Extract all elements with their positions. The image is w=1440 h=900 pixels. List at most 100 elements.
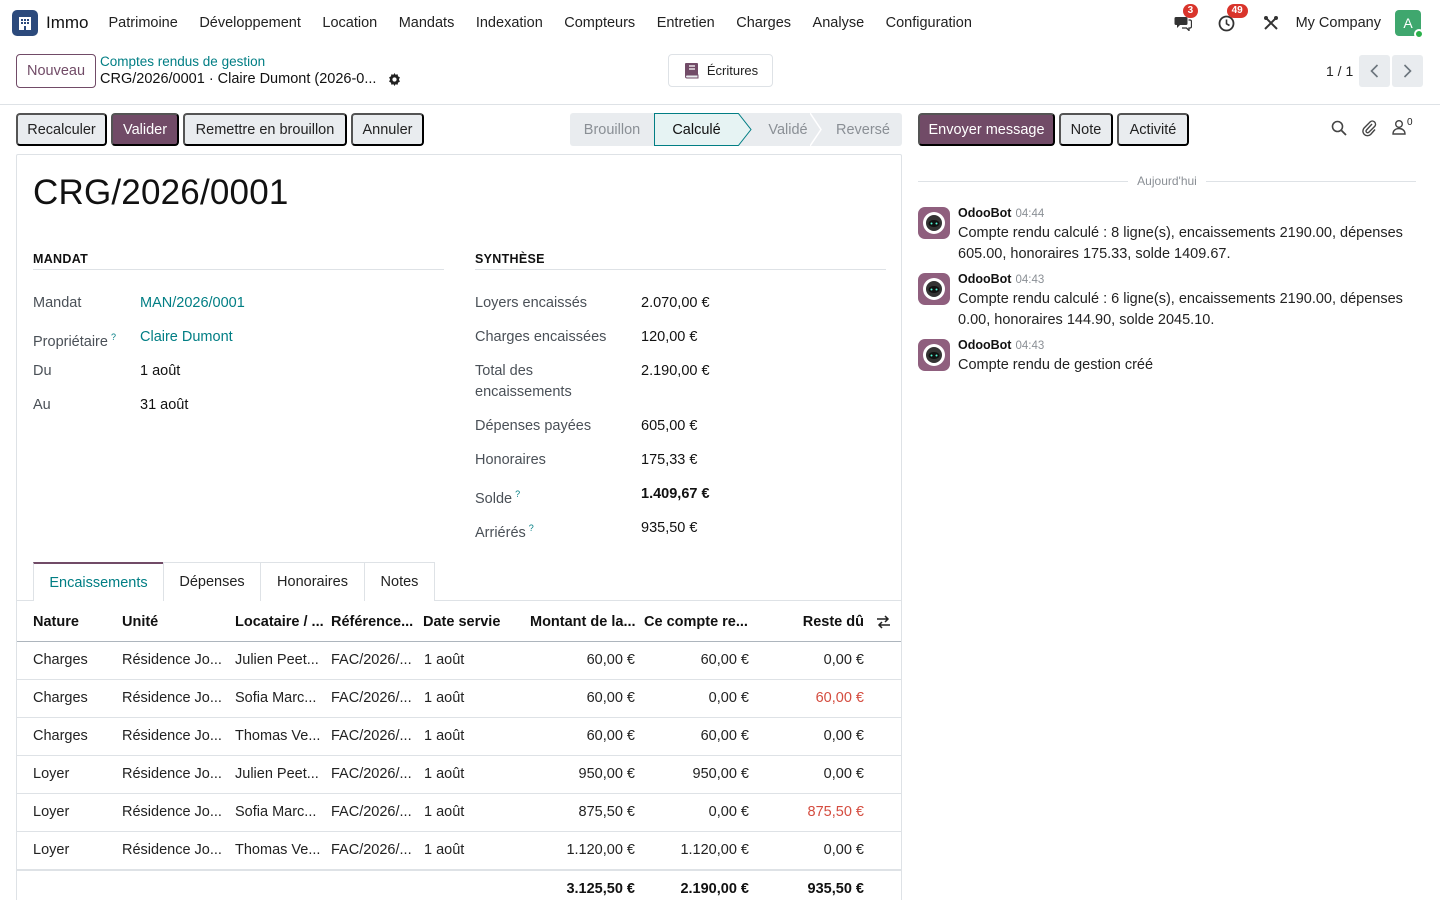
mandat-value[interactable]: MAN/2026/0001 bbox=[140, 295, 245, 311]
odoobot-avatar[interactable] bbox=[918, 207, 950, 239]
cell-locataire: Sofia Marc... bbox=[235, 804, 317, 820]
help-tooltip-icon[interactable]: ? bbox=[110, 332, 116, 342]
company-switcher[interactable]: My Company bbox=[1295, 15, 1381, 31]
menu-charges[interactable]: Charges bbox=[736, 15, 792, 31]
charges-encaissees-value: 120,00 € bbox=[641, 329, 698, 345]
menu-location[interactable]: Location bbox=[322, 15, 378, 31]
chevron-right-icon bbox=[1403, 64, 1412, 78]
user-avatar[interactable]: A bbox=[1395, 10, 1424, 39]
remettre-brouillon-button[interactable]: Remettre en brouillon bbox=[183, 113, 347, 146]
proprietaire-label-text: Propriétaire bbox=[33, 333, 108, 350]
message-author-name[interactable]: OdooBot bbox=[958, 272, 1012, 286]
column-header-date-servie[interactable]: Date servie bbox=[423, 614, 501, 630]
loyers-encaisses-label: Loyers encaissés bbox=[475, 295, 588, 311]
arrieres-label-text: Arriérés bbox=[475, 524, 526, 541]
cell-nature: Loyer bbox=[33, 804, 70, 820]
proprietaire-value[interactable]: Claire Dumont bbox=[140, 329, 233, 345]
au-value[interactable]: 31 août bbox=[140, 397, 189, 413]
annuler-button[interactable]: Annuler bbox=[351, 113, 424, 146]
menu-developpement[interactable]: Développement bbox=[199, 15, 301, 31]
column-header-reference[interactable]: Référence... bbox=[331, 614, 414, 630]
cell-montant: 1.120,00 € bbox=[566, 842, 635, 858]
cell-ce-compte: 60,00 € bbox=[700, 652, 749, 668]
message-time: 04:44 bbox=[1015, 208, 1045, 220]
chevron-left-icon bbox=[1370, 64, 1379, 78]
cell-ce-compte: 60,00 € bbox=[700, 728, 749, 744]
column-settings-icon[interactable] bbox=[876, 615, 891, 632]
tab-honoraires[interactable]: Honoraires bbox=[260, 562, 365, 601]
message-time: 04:43 bbox=[1015, 274, 1045, 286]
table-footer-divider bbox=[17, 869, 901, 871]
cell-nature: Charges bbox=[33, 728, 88, 744]
search-icon[interactable] bbox=[1331, 120, 1347, 139]
app-name[interactable]: Immo bbox=[46, 13, 89, 32]
odoobot-avatar[interactable] bbox=[918, 339, 950, 371]
status-bar: Brouillon Calculé Validé Reversé bbox=[570, 113, 902, 146]
column-header-montant[interactable]: Montant de la... bbox=[530, 614, 635, 630]
cell-date-servie: 1 août bbox=[424, 766, 465, 782]
pager-previous-button[interactable] bbox=[1359, 55, 1390, 87]
column-header-nature[interactable]: Nature bbox=[33, 614, 79, 630]
messages-icon[interactable]: 3 bbox=[1172, 4, 1199, 34]
pager-next-button[interactable] bbox=[1392, 55, 1423, 87]
column-header-unite[interactable]: Unité bbox=[122, 614, 159, 630]
cell-date-servie: 1 août bbox=[424, 842, 465, 858]
stage-brouillon[interactable]: Brouillon bbox=[583, 121, 641, 138]
column-header-ce-compte[interactable]: Ce compte re... bbox=[644, 614, 748, 630]
log-note-button[interactable]: Note bbox=[1059, 113, 1113, 146]
cell-date-servie: 1 août bbox=[424, 804, 465, 820]
menu-patrimoine[interactable]: Patrimoine bbox=[108, 15, 178, 31]
row-divider bbox=[17, 679, 901, 680]
message-author: OdooBot 04:43 bbox=[958, 272, 1044, 286]
date-separator-label: Aujourd'hui bbox=[1137, 174, 1197, 188]
tab-depenses[interactable]: Dépenses bbox=[163, 562, 261, 601]
du-value[interactable]: 1 août bbox=[140, 363, 181, 379]
stage-calcule[interactable]: Calculé bbox=[654, 113, 738, 146]
help-tooltip-icon[interactable]: ? bbox=[528, 523, 534, 533]
pager-value[interactable]: 1 / 1 bbox=[1326, 63, 1354, 79]
menu-indexation[interactable]: Indexation bbox=[475, 15, 543, 31]
debug-tools-icon[interactable] bbox=[1260, 12, 1282, 34]
column-header-reste-du[interactable]: Reste dû bbox=[802, 614, 864, 630]
stage-valide[interactable]: Validé bbox=[768, 121, 808, 138]
message-body: Compte rendu de gestion créé bbox=[958, 357, 1154, 373]
menu-configuration[interactable]: Configuration bbox=[885, 15, 972, 31]
total-ce-compte: 2.190,00 € bbox=[680, 881, 749, 897]
message-author-name[interactable]: OdooBot bbox=[958, 206, 1012, 220]
breadcrumb-parent[interactable]: Comptes rendus de gestion bbox=[100, 54, 266, 69]
menu-mandats[interactable]: Mandats bbox=[398, 15, 455, 31]
activity-button[interactable]: Activité bbox=[1117, 113, 1189, 146]
help-tooltip-icon[interactable]: ? bbox=[515, 489, 521, 499]
ecritures-smart-button[interactable]: Écritures bbox=[668, 54, 773, 87]
proprietaire-label: Propriétaire? bbox=[33, 327, 116, 353]
paperclip-icon[interactable] bbox=[1361, 119, 1377, 140]
stage-reverse[interactable]: Reversé bbox=[836, 121, 890, 138]
new-record-button[interactable]: Nouveau bbox=[16, 54, 97, 88]
followers-count: 0 bbox=[1407, 117, 1413, 128]
gear-icon[interactable] bbox=[388, 72, 401, 86]
followers-button[interactable]: 0 bbox=[1392, 117, 1413, 135]
solde-label: Solde? bbox=[475, 484, 520, 510]
total-encaissements-value: 2.190,00 € bbox=[641, 363, 710, 379]
cell-locataire: Thomas Ve... bbox=[235, 842, 321, 858]
column-header-locataire[interactable]: Locataire / ... bbox=[235, 614, 324, 630]
cell-unite: Résidence Jo... bbox=[122, 766, 222, 782]
tab-notes[interactable]: Notes bbox=[364, 562, 435, 601]
cell-reste-du: 0,00 € bbox=[823, 652, 864, 668]
cell-unite: Résidence Jo... bbox=[122, 652, 222, 668]
send-message-button[interactable]: Envoyer message bbox=[918, 113, 1055, 146]
valider-button[interactable]: Valider bbox=[111, 113, 179, 146]
breadcrumb-current: CRG/2026/0001 · Claire Dumont (2026-0... bbox=[100, 71, 401, 87]
building-app-icon[interactable] bbox=[12, 10, 38, 36]
tab-encaissements[interactable]: Encaissements bbox=[33, 562, 164, 601]
menu-compteurs[interactable]: Compteurs bbox=[564, 15, 636, 31]
cell-reste-du: 0,00 € bbox=[823, 842, 864, 858]
recalculer-button[interactable]: Recalculer bbox=[16, 113, 107, 146]
activity-clock-icon[interactable]: 49 bbox=[1216, 4, 1248, 34]
message-author-name[interactable]: OdooBot bbox=[958, 338, 1012, 352]
menu-analyse[interactable]: Analyse bbox=[812, 15, 865, 31]
row-divider bbox=[17, 755, 901, 756]
odoobot-avatar[interactable] bbox=[918, 273, 950, 305]
stage-arrow-icon bbox=[738, 113, 752, 146]
menu-entretien[interactable]: Entretien bbox=[656, 15, 715, 31]
